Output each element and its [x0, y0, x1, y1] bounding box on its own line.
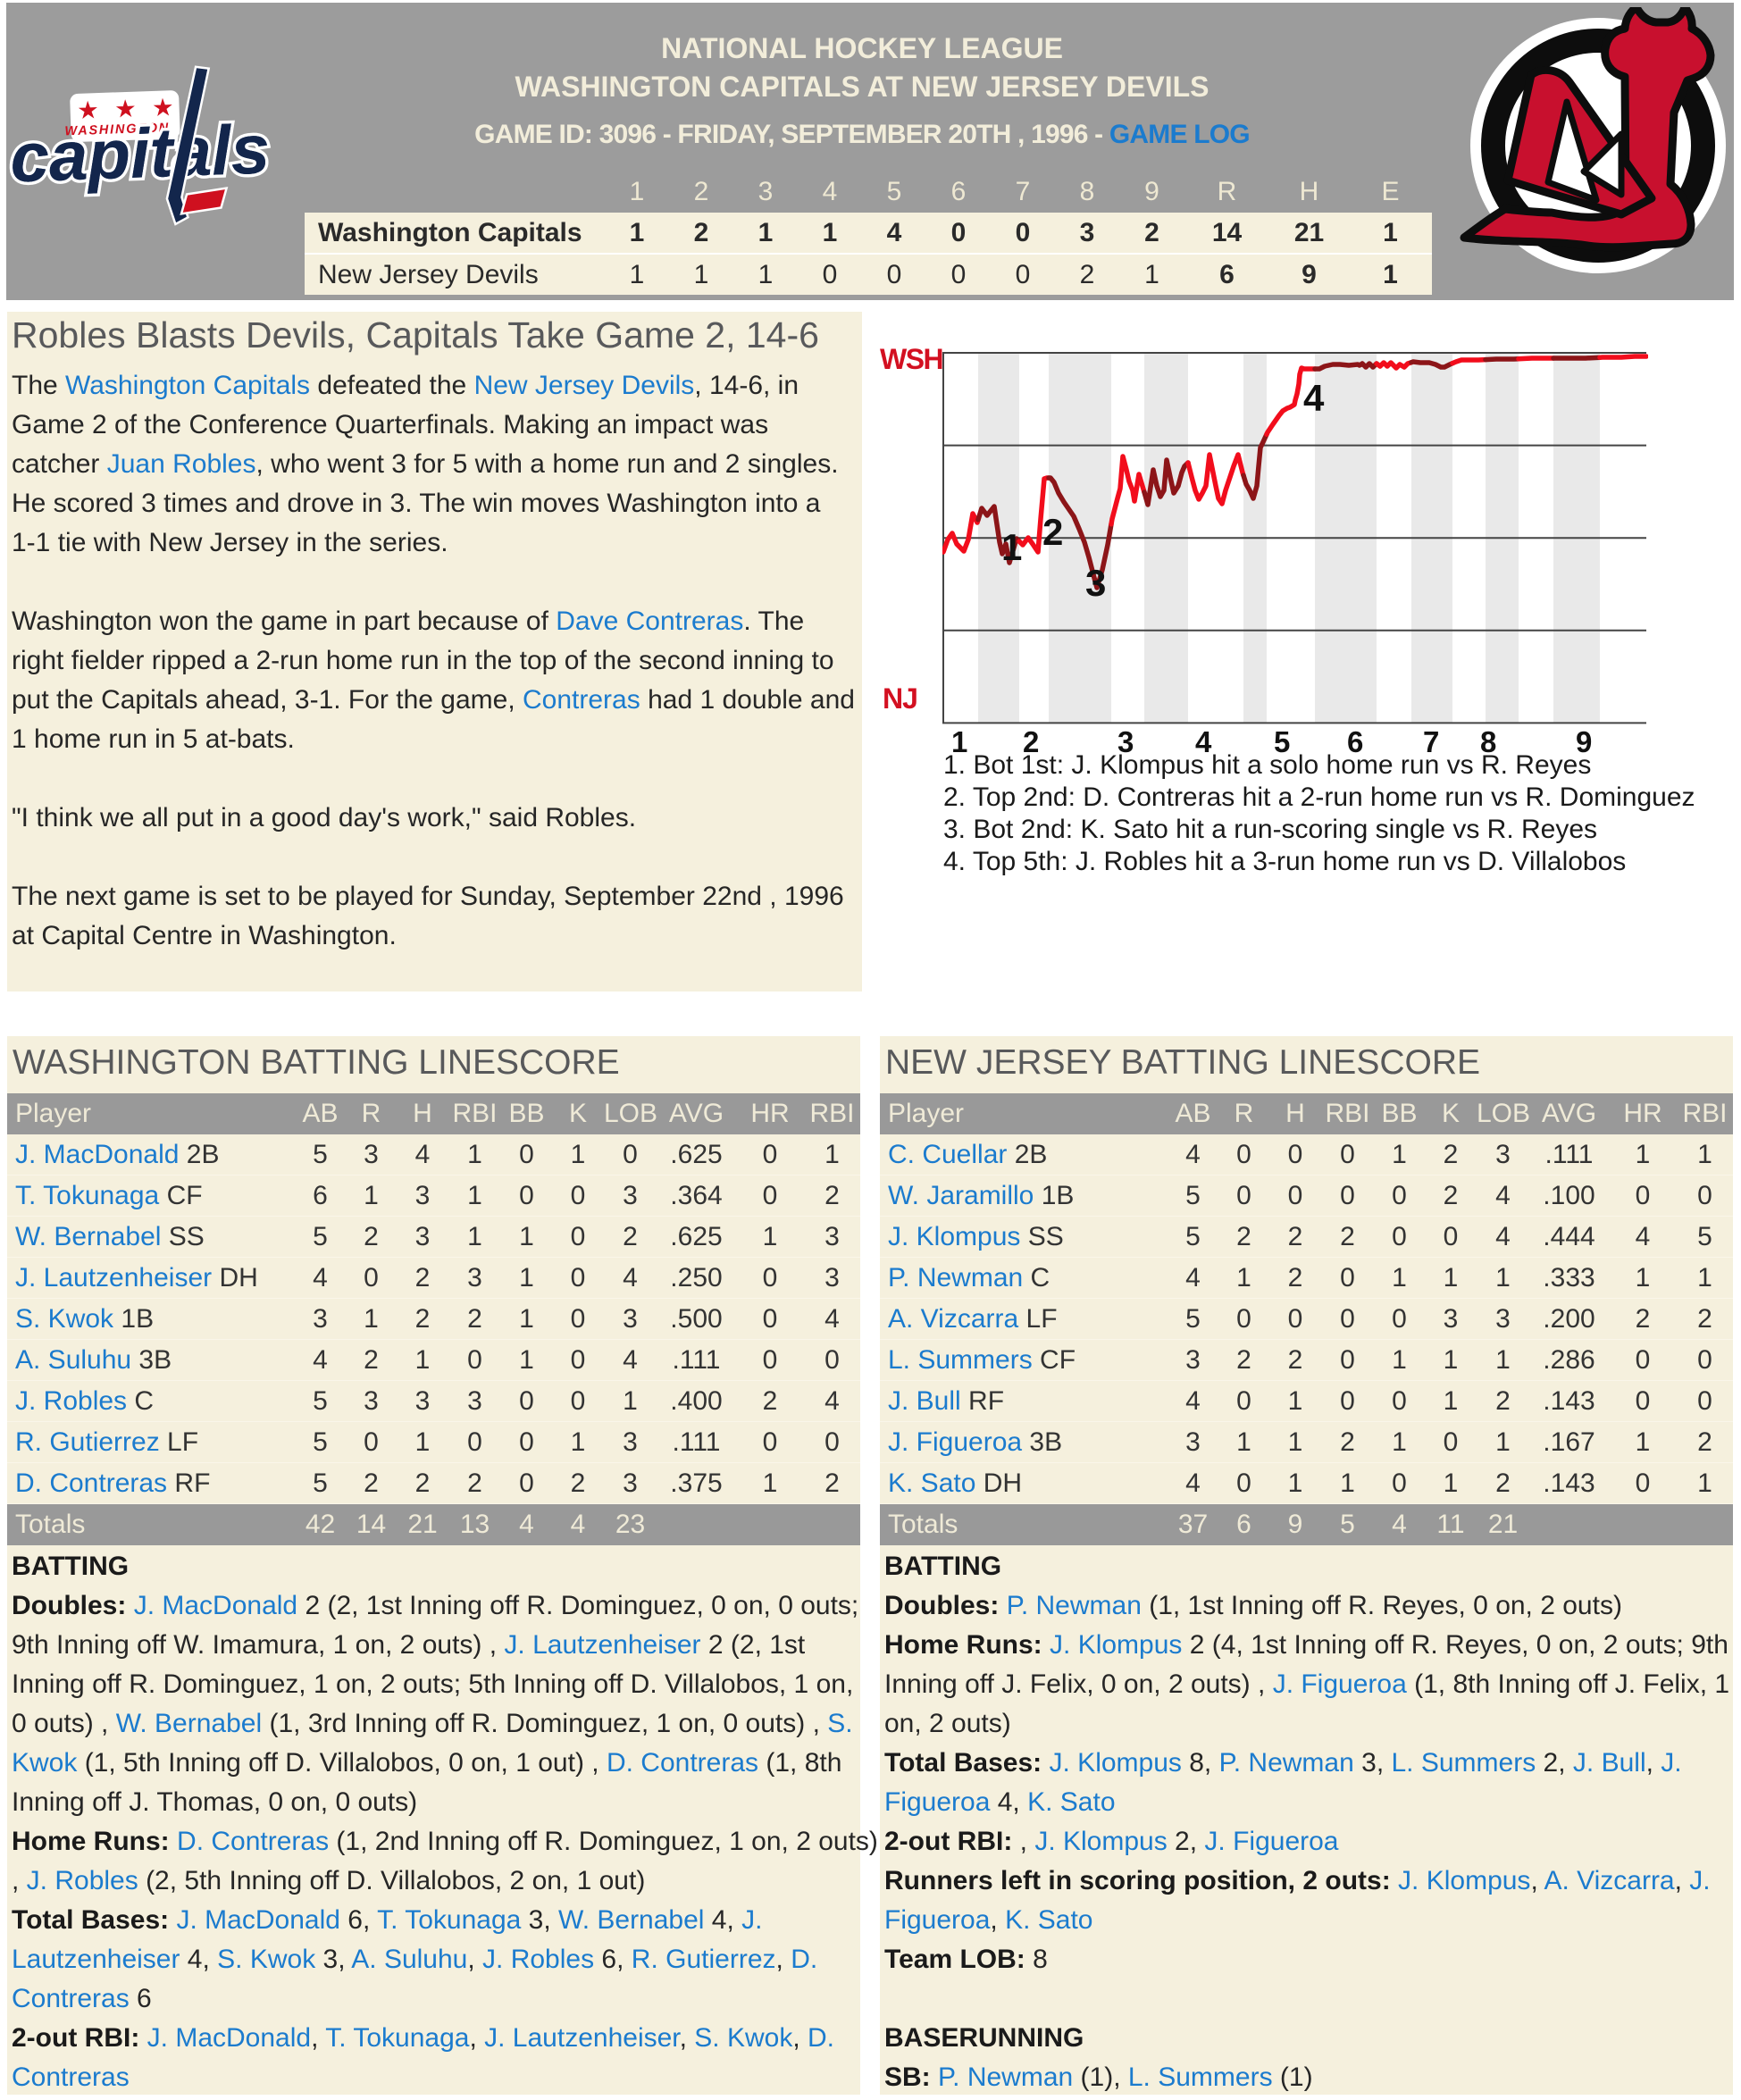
svg-text:capitals: capitals: [9, 109, 271, 197]
svg-text:2: 2: [1042, 511, 1063, 553]
svg-text:4: 4: [1303, 377, 1325, 419]
svg-text:★: ★: [115, 97, 136, 122]
svg-text:capitals: capitals: [9, 109, 271, 197]
svg-text:3: 3: [1085, 562, 1106, 604]
svg-text:★: ★: [153, 96, 173, 121]
svg-text:WASHINGTON: WASHINGTON: [64, 121, 170, 138]
svg-text:★: ★: [78, 98, 98, 123]
svg-text:1: 1: [1001, 526, 1022, 568]
